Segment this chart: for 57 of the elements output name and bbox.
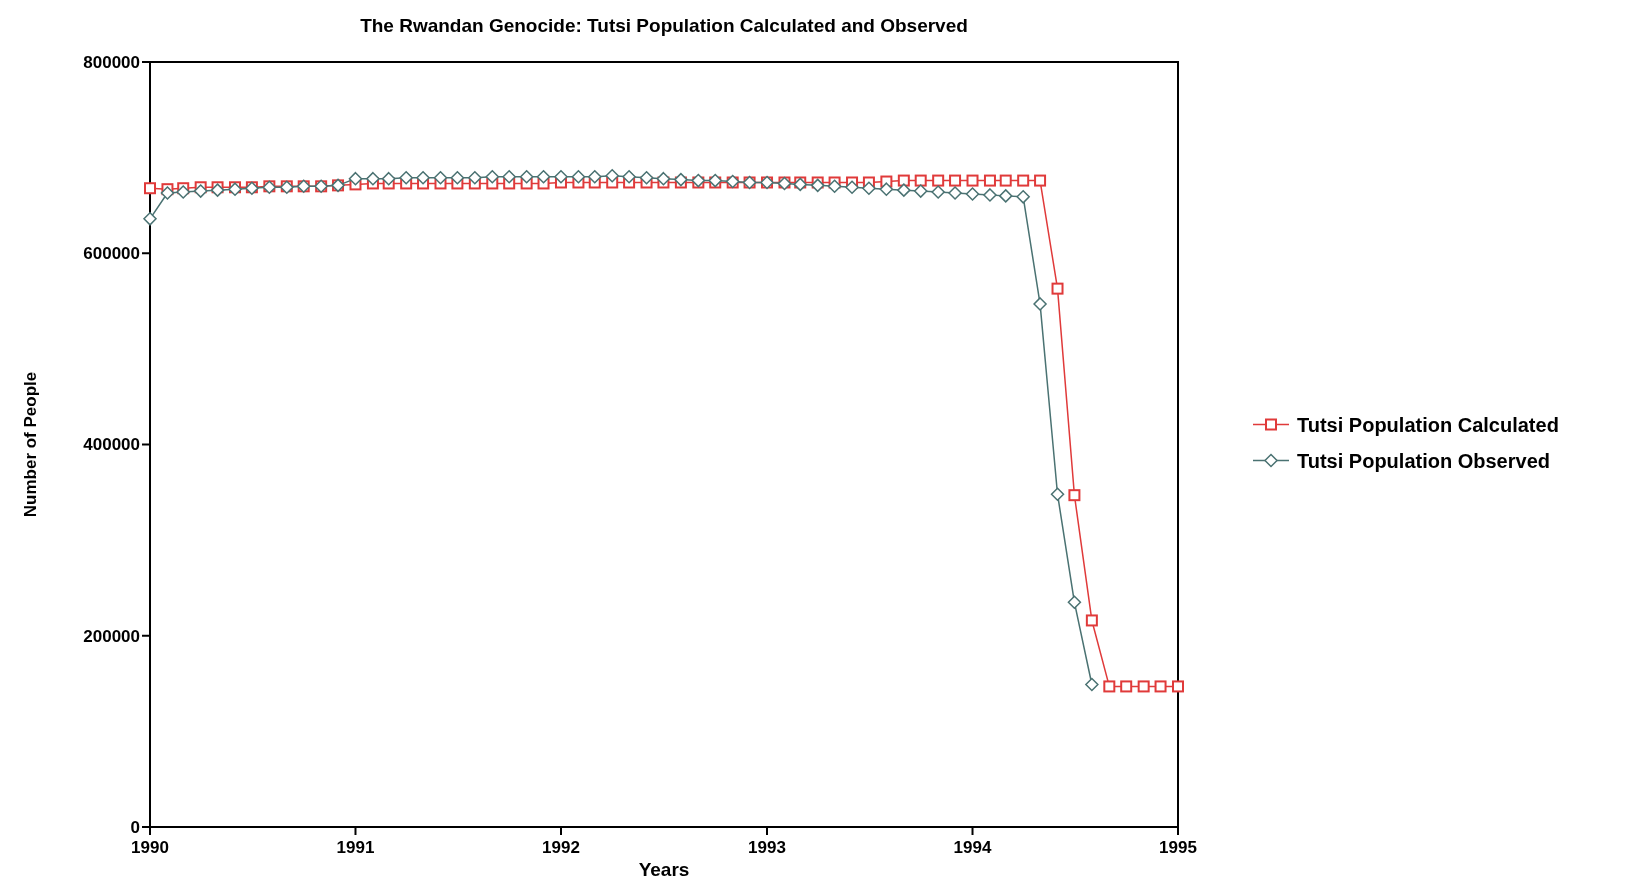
point — [1033, 297, 1047, 311]
point — [536, 170, 551, 184]
point — [160, 186, 175, 200]
y-tick-label: 0 — [130, 817, 140, 837]
point — [1067, 595, 1082, 610]
point — [674, 172, 688, 187]
x-tick-label: 1993 — [748, 838, 786, 857]
point — [416, 170, 430, 185]
chart-title: The Rwandan Genocide: Tutsi Population Calculated and Observed — [360, 15, 968, 36]
point — [468, 170, 482, 185]
y-axis-title: Number of People — [21, 371, 40, 518]
point — [622, 170, 636, 184]
point — [1016, 190, 1030, 204]
point — [485, 170, 500, 184]
point — [381, 171, 396, 186]
y-tick-label: 200000 — [83, 626, 140, 646]
point — [176, 185, 190, 199]
legend-label: Tutsi Population Observed — [1297, 449, 1550, 472]
x-tick-label: 1995 — [1159, 838, 1197, 857]
point — [366, 171, 380, 186]
point — [965, 187, 980, 201]
point — [913, 184, 928, 198]
x-tick-label: 1994 — [953, 838, 992, 857]
y-tick-label: 800000 — [83, 52, 140, 72]
x-tick-label: 1990 — [131, 838, 169, 857]
point — [897, 183, 911, 197]
point — [1050, 487, 1065, 501]
point — [983, 188, 997, 202]
point — [1085, 677, 1099, 692]
x-tick-label: 1991 — [336, 838, 375, 857]
point — [879, 182, 894, 196]
point — [845, 180, 859, 195]
point — [193, 184, 208, 198]
point — [605, 169, 619, 183]
point — [554, 170, 568, 184]
point — [433, 170, 448, 185]
point — [348, 171, 363, 186]
point — [998, 189, 1013, 203]
point — [948, 186, 962, 200]
y-tick-label: 600000 — [83, 244, 140, 264]
point — [639, 170, 654, 185]
point — [399, 170, 413, 185]
point — [143, 212, 157, 226]
y-tick-label: 400000 — [83, 435, 140, 455]
x-tick-label: 1992 — [542, 838, 580, 857]
legend-label: Tutsi Population Calculated — [1297, 413, 1559, 436]
point — [519, 170, 534, 184]
point — [450, 170, 465, 185]
point — [810, 178, 825, 193]
point — [656, 171, 671, 186]
point — [571, 170, 586, 184]
x-axis-title: Years — [638, 859, 690, 880]
point — [827, 179, 842, 194]
point — [588, 170, 602, 184]
point — [502, 170, 516, 184]
point — [931, 185, 945, 199]
point — [862, 181, 876, 195]
